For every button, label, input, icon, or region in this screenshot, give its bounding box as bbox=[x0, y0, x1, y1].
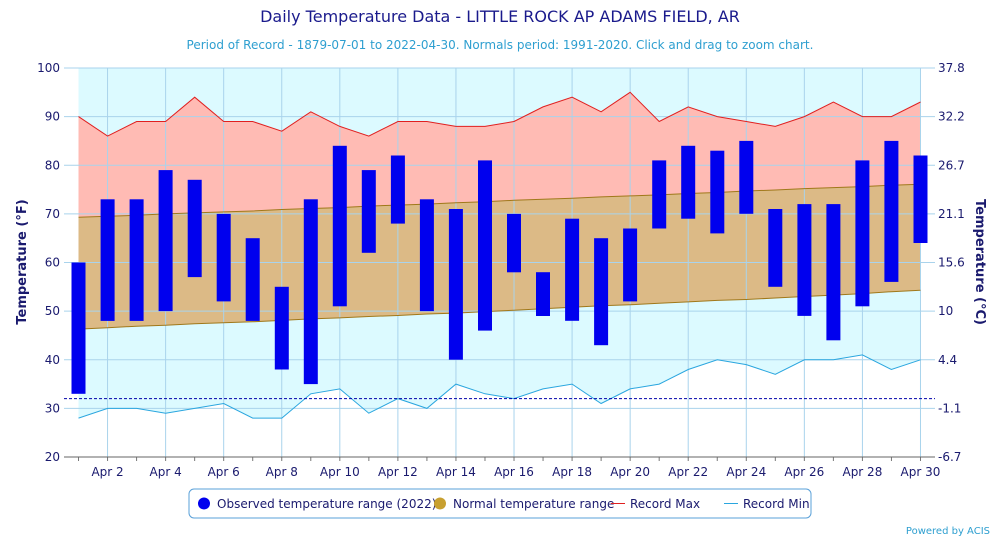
observed-bar[interactable] bbox=[158, 170, 173, 312]
x-tick-label: Apr 8 bbox=[266, 465, 298, 479]
legend: Observed temperature range (2022) Normal… bbox=[188, 488, 812, 519]
observed-bar[interactable] bbox=[478, 160, 492, 331]
y-tick-label-right: 21.1 bbox=[938, 207, 965, 221]
y-tick-label-right: 15.6 bbox=[938, 256, 965, 270]
observed-bar[interactable] bbox=[826, 204, 841, 341]
observed-bar[interactable] bbox=[332, 145, 347, 307]
x-tick-label: Apr 12 bbox=[378, 465, 418, 479]
observed-bar[interactable] bbox=[739, 140, 754, 214]
y-tick-label-left: 20 bbox=[45, 450, 60, 464]
observed-bar[interactable] bbox=[390, 155, 405, 224]
y-tick-label-right: -1.1 bbox=[938, 401, 961, 415]
x-tick-label: Apr 22 bbox=[668, 465, 708, 479]
y-tick-label-right: 37.8 bbox=[938, 61, 965, 75]
x-tick-label: Apr 24 bbox=[726, 465, 766, 479]
observed-bar[interactable] bbox=[303, 199, 318, 385]
observed-bar[interactable] bbox=[710, 150, 725, 234]
chart-subtitle: Period of Record - 1879-07-01 to 2022-04… bbox=[187, 38, 814, 52]
observed-bar[interactable] bbox=[884, 140, 899, 282]
y-axis-label-left: Temperature (°F) bbox=[15, 199, 30, 324]
x-tick-label: Apr 30 bbox=[901, 465, 941, 479]
observed-bar[interactable] bbox=[361, 170, 376, 253]
normal-range-band[interactable] bbox=[78, 184, 921, 330]
x-tick-label: Apr 2 bbox=[91, 465, 123, 479]
y-tick-label-left: 60 bbox=[45, 256, 60, 270]
legend-normal-symbol[interactable] bbox=[434, 497, 446, 510]
observed-bar[interactable] bbox=[216, 213, 231, 302]
observed-bar[interactable] bbox=[274, 286, 289, 370]
y-tick-label-right: -6.7 bbox=[938, 450, 961, 464]
chart-title: Daily Temperature Data - LITTLE ROCK AP … bbox=[260, 7, 740, 26]
y-axis-label-right: Temperature (°C) bbox=[972, 199, 987, 325]
y-tick-label-left: 70 bbox=[45, 207, 60, 221]
observed-bar[interactable] bbox=[245, 238, 260, 321]
y-tick-label-right: 4.4 bbox=[938, 353, 957, 367]
y-tick-label-left: 100 bbox=[37, 61, 60, 75]
x-tick-label: Apr 14 bbox=[436, 465, 476, 479]
legend-normal-label[interactable]: Normal temperature range bbox=[453, 497, 614, 511]
y-tick-label-left: 40 bbox=[45, 353, 60, 367]
observed-bar[interactable] bbox=[507, 213, 521, 273]
legend-record-min-label[interactable]: Record Min bbox=[743, 497, 810, 511]
record-min-line[interactable] bbox=[78, 354, 921, 419]
normal-high-line bbox=[78, 183, 921, 218]
x-tick-label: Apr 10 bbox=[320, 465, 360, 479]
record-max-line[interactable] bbox=[78, 91, 921, 137]
x-tick-label: Apr 28 bbox=[842, 465, 882, 479]
observed-bar[interactable] bbox=[594, 238, 609, 346]
x-tick-label: Apr 20 bbox=[610, 465, 650, 479]
observed-bar[interactable] bbox=[71, 262, 86, 394]
x-tick-label: Apr 4 bbox=[150, 465, 182, 479]
observed-bar[interactable] bbox=[797, 204, 812, 316]
above-normal-fill bbox=[78, 92, 921, 218]
observed-bar[interactable] bbox=[652, 160, 667, 229]
observed-bar[interactable] bbox=[768, 209, 783, 287]
y-tick-label-left: 30 bbox=[45, 401, 60, 415]
observed-bar[interactable] bbox=[623, 228, 638, 302]
y-tick-label-left: 50 bbox=[45, 304, 60, 318]
y-tick-label-left: 90 bbox=[45, 110, 60, 124]
observed-bar[interactable] bbox=[187, 179, 202, 278]
legend-box bbox=[188, 488, 812, 519]
observed-bar[interactable] bbox=[536, 272, 550, 316]
legend-record-max-label[interactable]: Record Max bbox=[630, 497, 700, 511]
observed-bar[interactable] bbox=[681, 145, 696, 219]
observed-bar[interactable] bbox=[913, 155, 928, 244]
observed-bar[interactable] bbox=[448, 209, 463, 360]
plot-area[interactable]: 20 -6.7 30 -1.1 40 4.4 50 10 60 15.6 70 21.1 80 26.7 9… bbox=[37, 61, 965, 479]
x-tick-label: Apr 6 bbox=[208, 465, 240, 479]
observed-bar[interactable] bbox=[855, 160, 870, 307]
x-tick-label: Apr 16 bbox=[494, 465, 534, 479]
observed-bar[interactable] bbox=[100, 199, 115, 321]
y-tick-label-left: 80 bbox=[45, 158, 60, 172]
y-tick-label-right: 32.2 bbox=[938, 110, 965, 124]
x-tick-label: Apr 18 bbox=[552, 465, 592, 479]
y-tick-label-right: 26.7 bbox=[938, 158, 965, 172]
legend-observed-symbol[interactable] bbox=[198, 497, 210, 510]
credit-link[interactable]: Powered by ACIS bbox=[906, 526, 990, 537]
observed-bar[interactable] bbox=[129, 199, 144, 321]
x-tick-label: Apr 26 bbox=[784, 465, 824, 479]
legend-observed-label[interactable]: Observed temperature range (2022) bbox=[217, 497, 436, 511]
normal-low-line bbox=[78, 289, 921, 330]
observed-bar[interactable] bbox=[419, 199, 434, 312]
y-tick-label-right: 10 bbox=[938, 304, 953, 318]
observed-bar[interactable] bbox=[565, 218, 580, 321]
